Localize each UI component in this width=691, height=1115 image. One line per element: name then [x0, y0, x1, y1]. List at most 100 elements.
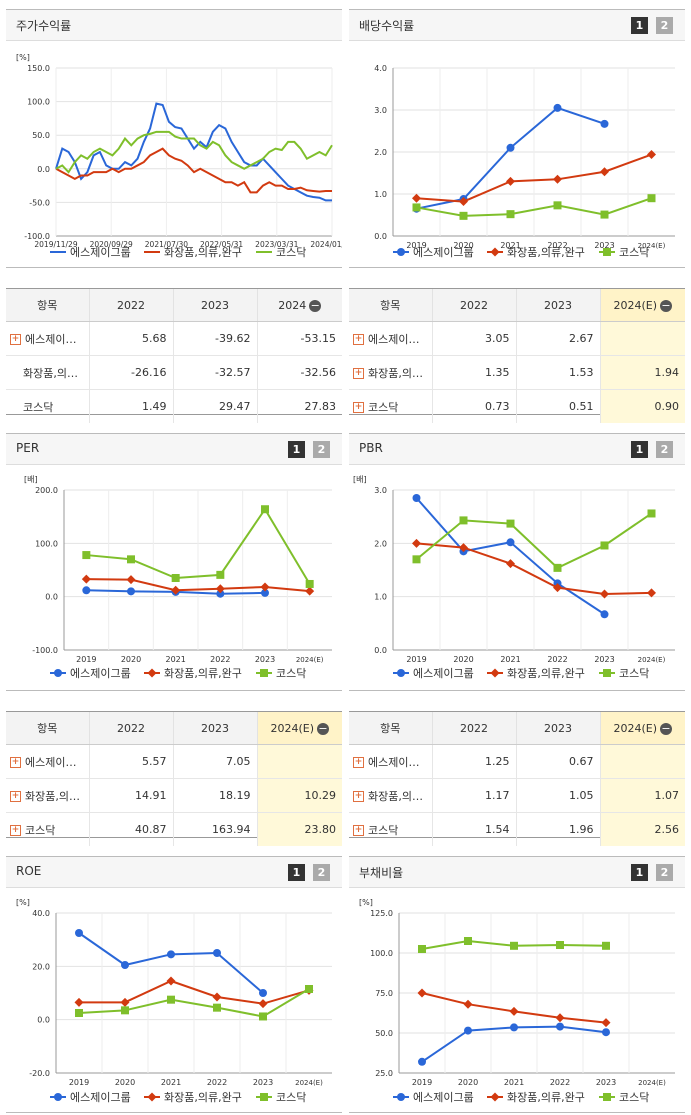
y-tick-label: 150.0	[27, 64, 50, 73]
panel-header: 부채비율 1 2	[349, 857, 685, 888]
expand-icon[interactable]: +	[353, 757, 364, 768]
dividend-yield-chart: 4.0 3.0 2.0 1.0 0.0 2019 2020 2021 2022 2023 2024(…	[374, 64, 675, 259]
row-label[interactable]: + 화장품,의…	[349, 778, 432, 813]
row-label[interactable]: + 에스제이…	[6, 321, 89, 356]
col-header: 2023	[515, 289, 600, 322]
data-point	[506, 143, 515, 152]
row-label-text: 화장품,의…	[25, 789, 80, 803]
page-2-button[interactable]: 2	[313, 864, 330, 881]
panel-debt-ratio: 부채비율 1 2 [%] 125.0 100.0 75.0 50.0 25.0 2019 20…	[349, 856, 685, 1113]
cell: 29.47	[172, 389, 257, 423]
expand-icon[interactable]: +	[10, 334, 21, 345]
expand-icon[interactable]: +	[353, 791, 364, 802]
x-tick-label: 2021	[165, 655, 185, 664]
data-point	[75, 929, 83, 937]
col-header: 2024(E) −	[256, 712, 342, 745]
collapse-icon[interactable]: −	[309, 298, 322, 312]
col-header-label: 2024(E)	[613, 298, 658, 312]
row-label[interactable]: + 에스제이…	[349, 321, 432, 356]
page-1-button[interactable]: 1	[631, 441, 648, 458]
expand-icon[interactable]: +	[10, 757, 21, 768]
data-point	[463, 999, 473, 1009]
cell: 1.25	[431, 744, 516, 779]
collapse-icon[interactable]: −	[660, 298, 673, 312]
row-label[interactable]: + 에스제이…	[349, 744, 432, 779]
y-tick-label: 0.0	[37, 165, 50, 174]
panel-header: ROE 1 2	[6, 857, 342, 888]
page-1-button[interactable]: 1	[288, 441, 305, 458]
expand-icon[interactable]: +	[353, 334, 364, 345]
x-tick-label: 2019	[406, 241, 426, 250]
table-header-row: 항목 2022 2023 2024(E) −	[349, 289, 685, 322]
cell: 1.05	[515, 778, 600, 813]
row-label[interactable]: + 화장품,의…	[349, 355, 432, 390]
data-point	[417, 988, 427, 998]
data-point	[459, 543, 468, 553]
y-tick-label: 2.0	[374, 148, 387, 157]
table-per: 항목 2022 2023 2024(E) − + 에스제이… 5.57 7.05 +…	[6, 711, 342, 846]
table-row: + 에스제이… 5.68 -39.62 -53.15	[6, 321, 342, 356]
row-label[interactable]: + 코스닥	[349, 813, 432, 847]
col-header: 2023	[172, 289, 257, 322]
cell	[256, 744, 342, 779]
row-label[interactable]: + 코스닥	[6, 813, 89, 847]
data-point	[506, 538, 515, 547]
page-2-button[interactable]: 2	[656, 864, 673, 881]
series-line	[415, 512, 653, 570]
data-point	[397, 669, 405, 677]
table-dividend-yield: 항목 2022 2023 2024(E) − + 에스제이… 3.05 2.67 +…	[349, 288, 685, 423]
data-point	[171, 585, 181, 595]
page-2-button[interactable]: 2	[656, 17, 673, 34]
data-point	[490, 247, 500, 257]
data-point	[600, 119, 609, 128]
page-2-button[interactable]: 2	[656, 441, 673, 458]
x-tick-label: 2020/09/29	[90, 240, 133, 249]
data-point	[54, 1093, 62, 1101]
data-point	[464, 937, 472, 945]
x-tick-label: 2021	[161, 1078, 181, 1087]
x-tick-label: 2023	[253, 1078, 273, 1087]
cell: 5.68	[88, 321, 173, 356]
data-point	[602, 1028, 610, 1037]
row-label[interactable]: + 화장품,의…	[6, 778, 89, 813]
data-point	[553, 563, 562, 572]
cell: 2.56	[599, 812, 685, 846]
data-point	[216, 589, 225, 598]
col-header: 2023	[515, 712, 600, 745]
cell: 1.53	[515, 355, 600, 390]
expand-icon[interactable]: +	[353, 402, 364, 413]
page-2-button[interactable]: 2	[313, 441, 330, 458]
x-tick-label: 2020	[453, 655, 473, 664]
collapse-icon[interactable]: −	[660, 721, 673, 735]
x-tick-label: 2024(E)	[296, 656, 324, 664]
page-1-button[interactable]: 1	[288, 864, 305, 881]
row-label[interactable]: + 코스닥	[349, 390, 432, 424]
page-1-button[interactable]: 1	[631, 17, 648, 34]
panel-title: PBR	[359, 441, 383, 455]
row-label[interactable]: + 에스제이…	[6, 744, 89, 779]
series-line	[416, 542, 652, 596]
x-tick-label: 2022	[207, 1078, 227, 1087]
series-line	[421, 1025, 607, 1063]
collapse-icon[interactable]: −	[317, 721, 330, 735]
x-tick-label: 2022	[550, 1078, 570, 1087]
panel-roe: ROE 1 2 [%] 40.0 20.0 0.0 -20.0 2019 2020 2021 2…	[6, 856, 342, 1113]
data-point	[147, 668, 157, 678]
col-header: 항목	[349, 289, 432, 322]
page-1-button[interactable]: 1	[631, 864, 648, 881]
data-point	[553, 103, 562, 112]
pbr-chart: [배] 3.0 2.0 1.0 0.0 2019 2020 2021 2022 2023 2024(…	[353, 475, 675, 680]
row-label-text: 에스제이…	[368, 332, 420, 346]
col-header: 2022	[88, 712, 173, 745]
data-point	[397, 248, 405, 256]
data-point	[215, 584, 225, 594]
row-label-text: 코스닥	[368, 823, 399, 837]
expand-icon[interactable]: +	[353, 368, 364, 379]
expand-icon[interactable]: +	[353, 825, 364, 836]
expand-icon[interactable]: +	[10, 791, 21, 802]
cell: 40.87	[88, 812, 173, 846]
x-tick-label: 2021	[500, 655, 520, 664]
data-point	[147, 1092, 157, 1102]
cell: 3.05	[431, 321, 516, 356]
expand-icon[interactable]: +	[10, 825, 21, 836]
